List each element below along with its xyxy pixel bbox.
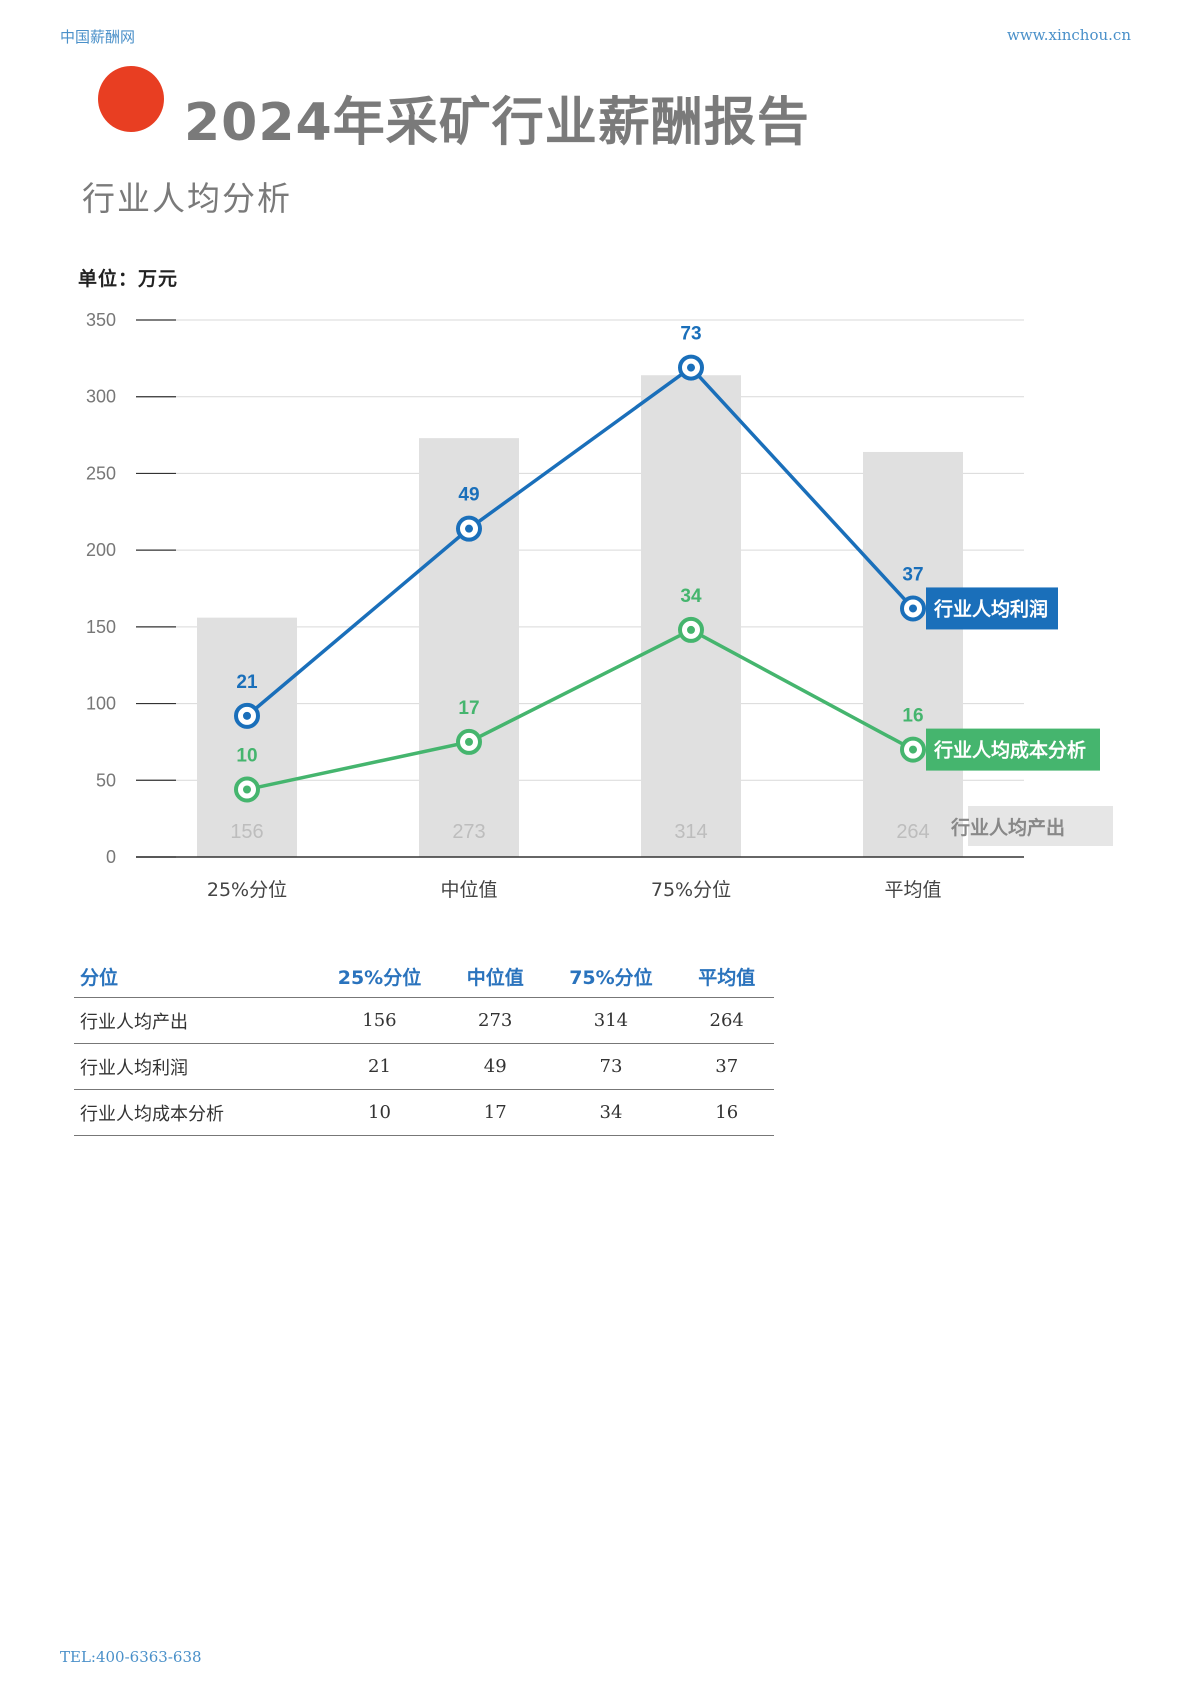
x-tick-label: 中位值 [440, 879, 497, 901]
data-label: 37 [902, 564, 923, 585]
bar [419, 438, 519, 857]
y-tick-label: 0 [106, 847, 116, 867]
x-tick-label: 平均值 [884, 879, 941, 901]
table-header-cell: 75%分位 [542, 955, 680, 998]
unit-label: 单位：万元 [78, 268, 179, 290]
table-header-cell: 分位 [74, 955, 311, 998]
line-point-center [465, 524, 473, 533]
legend-box-profit [926, 587, 1058, 630]
table-header-cell: 中位值 [447, 955, 543, 998]
legend-box-cost [926, 728, 1100, 771]
data-label: 49 [458, 485, 479, 506]
table-cell: 21 [311, 1043, 448, 1090]
footer-tel: TEL:400-6363-638 [60, 1648, 202, 1666]
title-accent-dot [98, 66, 164, 132]
table-cell: 37 [679, 1043, 774, 1090]
table-header-cell: 平均值 [679, 955, 774, 998]
data-label: 17 [458, 698, 479, 719]
table-row-label: 行业人均产出 [74, 997, 311, 1044]
bar [641, 375, 741, 857]
data-label: 10 [236, 745, 257, 766]
line-point-center [243, 785, 251, 794]
line-point-center [687, 363, 695, 372]
legend-label-cost: 行业人均成本分析 [933, 739, 1086, 762]
table-cell: 73 [542, 1043, 680, 1090]
legend-box-output [968, 806, 1113, 846]
bar [863, 451, 963, 857]
data-table: 分位 25%分位 中位值 75%分位 平均值 行业人均产出 156 273 31… [74, 955, 774, 1136]
table-cell: 314 [542, 997, 680, 1044]
bar-value-label: 273 [452, 821, 485, 843]
table-cell: 17 [447, 1089, 543, 1136]
table-row: 行业人均利润 21 49 73 37 [74, 1043, 774, 1090]
line-point-center [909, 604, 917, 613]
table-row-label: 行业人均利润 [74, 1043, 311, 1090]
combo-chart: 0 50 100 150 200 250 300 350 156 273 314 264 25%分位 中位… [86, 310, 1113, 901]
table-cell: 16 [679, 1089, 774, 1136]
data-label: 16 [902, 706, 923, 727]
x-tick-label: 25%分位 [207, 879, 287, 901]
bar-value-label: 264 [896, 821, 929, 843]
page-title: 2024年采矿行业薪酬报告 [184, 93, 810, 153]
x-tick-label: 75%分位 [651, 879, 731, 901]
y-tick-label: 300 [86, 387, 116, 407]
y-tick-label: 100 [86, 694, 116, 714]
y-tick-label: 250 [86, 463, 116, 483]
table-cell: 10 [311, 1089, 448, 1136]
table-cell: 273 [447, 997, 543, 1044]
profit-line [245, 365, 915, 718]
line-point-center [465, 737, 473, 746]
line-point-center [243, 711, 251, 720]
legend-label-output: 行业人均产出 [950, 816, 1065, 839]
data-label: 21 [236, 672, 258, 693]
y-tick-label: 150 [86, 617, 116, 637]
table-cell: 34 [542, 1089, 680, 1136]
bar-value-label: 314 [674, 821, 707, 843]
table-cell: 264 [679, 997, 774, 1044]
line-point-center [909, 745, 917, 754]
data-label: 34 [680, 586, 702, 607]
bar-value-label: 156 [230, 821, 263, 843]
table-header-cell: 25%分位 [311, 955, 448, 998]
site-name: 中国薪酬网 [60, 28, 136, 46]
y-tick-label: 350 [86, 310, 116, 330]
legend-label-profit: 行业人均利润 [933, 597, 1048, 620]
bar [197, 617, 297, 857]
table-row-label: 行业人均成本分析 [74, 1089, 311, 1136]
table-row: 行业人均产出 156 273 314 264 [74, 997, 774, 1044]
y-tick-label: 50 [96, 770, 116, 790]
table-row: 行业人均成本分析 10 17 34 16 [74, 1089, 774, 1136]
cost-line [246, 627, 914, 792]
site-url[interactable]: www.xinchou.cn [1006, 26, 1131, 44]
data-label: 73 [680, 324, 701, 345]
table-header-row: 分位 25%分位 中位值 75%分位 平均值 [74, 955, 774, 998]
table-cell: 156 [311, 997, 448, 1044]
table-cell: 49 [447, 1043, 543, 1090]
section-title: 行业人均分析 [82, 179, 292, 218]
y-tick-label: 200 [86, 540, 116, 560]
line-point-center [687, 625, 695, 634]
